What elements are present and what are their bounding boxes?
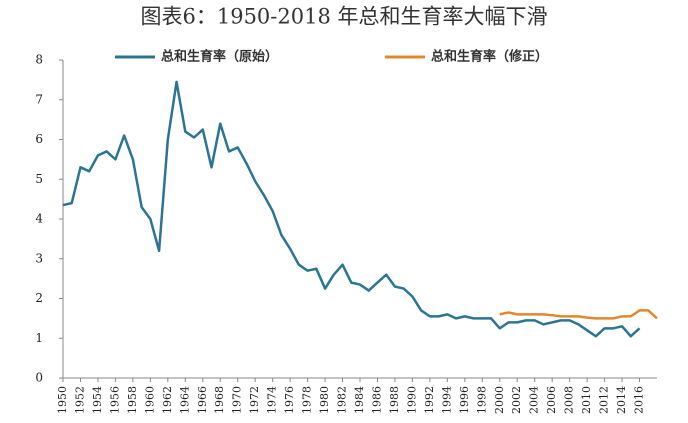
x-tick-label: 1992 [423, 386, 436, 414]
x-tick-label: 1952 [73, 386, 86, 414]
legend-label: 总和生育率（原始） [161, 49, 278, 65]
x-tick-label: 2014 [615, 386, 628, 414]
series-line [62, 80, 641, 338]
x-tick-label: 1968 [213, 386, 226, 414]
x-tick-label: 2004 [528, 386, 541, 414]
x-tick-label: 1974 [266, 386, 279, 414]
y-tick-label: 4 [35, 212, 43, 226]
x-tick-label: 1982 [336, 386, 349, 414]
x-tick-label: 1986 [370, 386, 383, 414]
x-tick-label: 2002 [510, 386, 523, 414]
x-tick-label: 1980 [318, 386, 331, 414]
y-tick-label: 2 [35, 291, 43, 305]
x-tick-label: 1978 [301, 386, 314, 414]
x-tick-label: 2000 [493, 386, 506, 414]
x-tick-label: 1976 [283, 386, 296, 414]
x-tick-label: 2006 [545, 386, 558, 414]
x-tick-label: 1994 [440, 386, 453, 414]
x-tick-label: 2012 [598, 386, 611, 414]
x-tick-label: 2008 [563, 386, 576, 414]
x-tick-label: 1996 [458, 386, 471, 414]
y-tick-label: 1 [35, 331, 43, 345]
y-tick-label: 5 [35, 172, 43, 186]
x-tick-label: 1960 [143, 386, 156, 414]
x-tick-label: 2010 [580, 386, 593, 414]
x-tick-label: 1988 [388, 386, 401, 414]
x-tick-label: 1956 [108, 386, 121, 414]
series-line [499, 309, 658, 320]
x-tick-label: 1962 [161, 386, 174, 414]
x-tick-label: 1958 [126, 386, 139, 414]
x-tick-label: 2016 [633, 386, 646, 414]
y-tick-label: 6 [35, 132, 43, 146]
x-tick-label: 1990 [405, 386, 418, 414]
x-tick-label: 1972 [248, 386, 261, 414]
y-tick-label: 0 [35, 371, 43, 385]
x-tick-label: 1954 [91, 386, 104, 414]
x-tick-label: 1998 [475, 386, 488, 414]
legend-label: 总和生育率（修正） [431, 49, 548, 65]
x-tick-label: 1970 [231, 386, 244, 414]
chart-title: 图表6：1950-2018 年总和生育率大幅下滑 [140, 5, 547, 29]
y-tick-label: 8 [35, 53, 43, 67]
x-tick-label: 1966 [196, 386, 209, 414]
x-tick-label: 1950 [56, 386, 69, 414]
x-tick-label: 1984 [353, 386, 366, 414]
y-tick-label: 3 [35, 251, 43, 265]
x-tick-label: 1964 [178, 386, 191, 414]
y-tick-label: 7 [35, 92, 43, 106]
